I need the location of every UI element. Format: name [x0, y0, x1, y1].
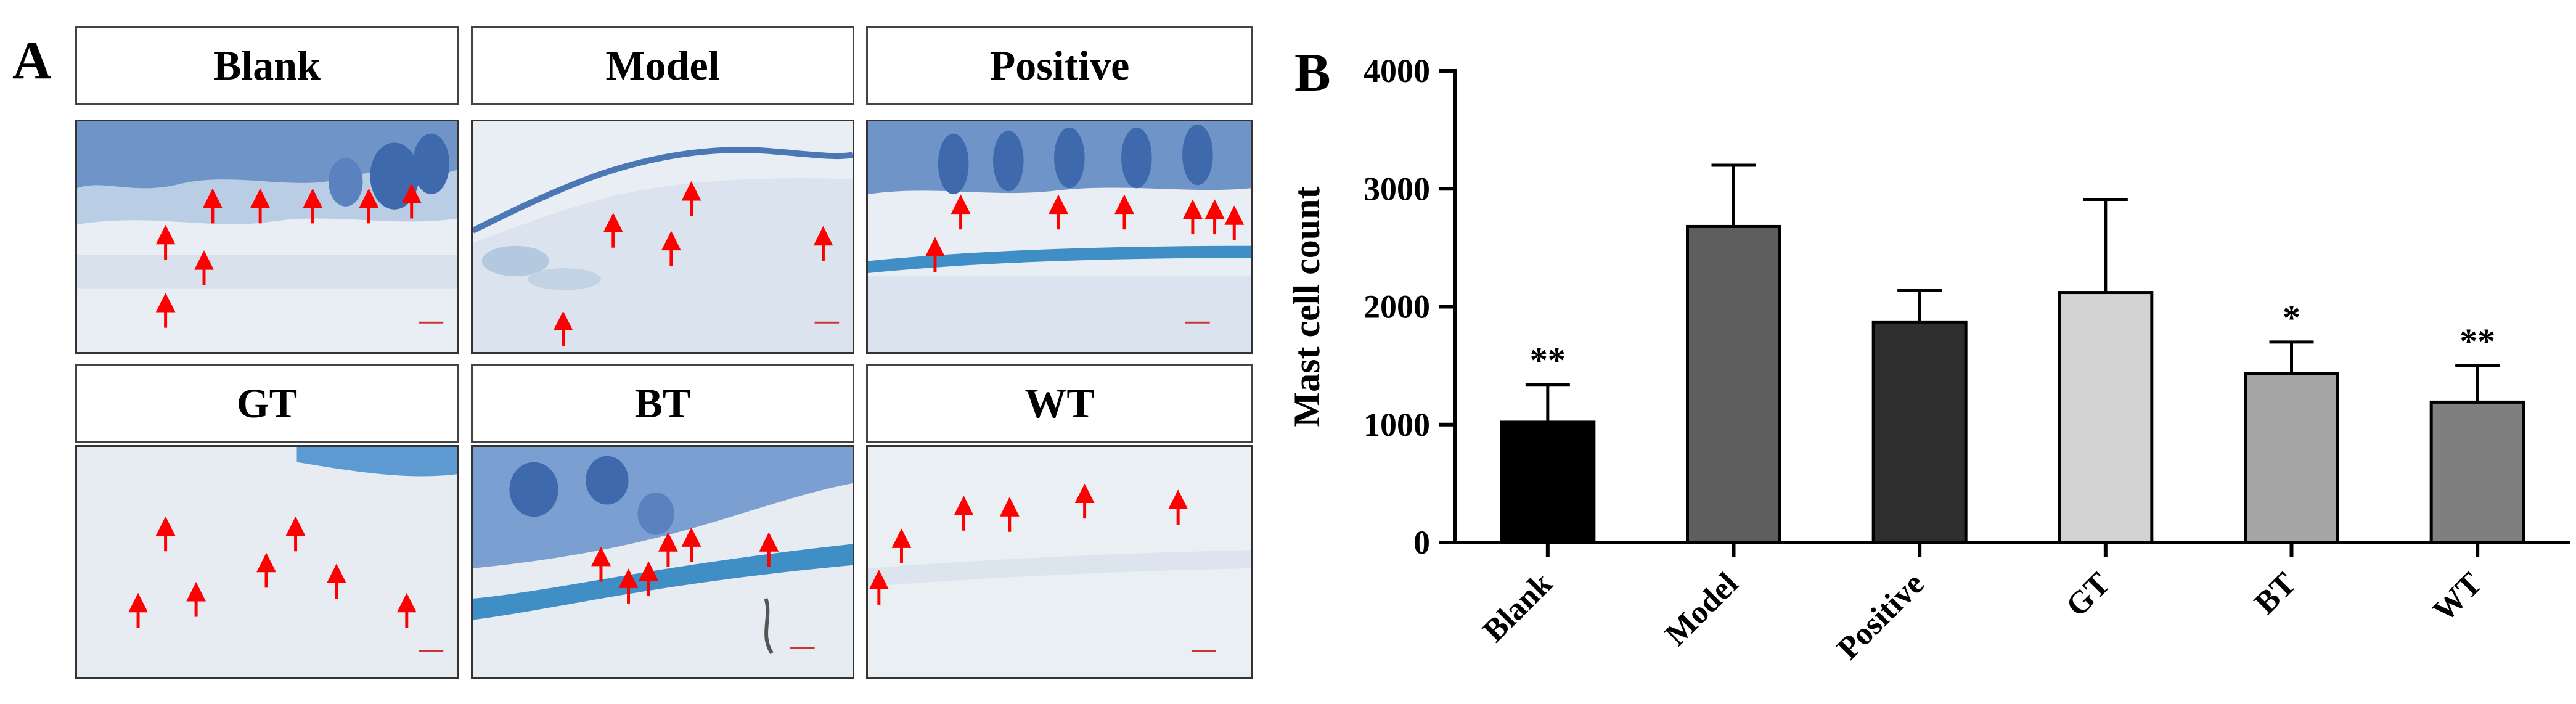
micrograph-model-image [473, 121, 853, 352]
bar-positive [1871, 320, 1968, 544]
y-tick-label: 4000 [1364, 52, 1430, 89]
y-tick-label: 2000 [1364, 289, 1430, 325]
image-label-blank: Blank [75, 26, 459, 105]
image-label-model: Model [471, 26, 854, 105]
y-tick-label: 0 [1413, 524, 1430, 561]
x-tick-label-model: Model [1659, 566, 1745, 652]
image-label-bt: BT [471, 364, 854, 443]
panel-a-letter: A [12, 31, 52, 91]
mast-cell-bar-chart: 0 1000 2000 3000 4000 Mast cell count ** Blank M… [1286, 52, 2570, 666]
micrograph-bt-image [473, 447, 853, 677]
significance-marker: ** [1530, 340, 1566, 380]
bar-gt [2058, 291, 2154, 544]
panel-a: A Blank Model Positive [0, 0, 1270, 704]
micrograph-blank [75, 120, 459, 354]
significance-marker: * [2283, 298, 2300, 338]
mast-cell-arrows [155, 183, 422, 328]
micrograph-blank-image [77, 121, 457, 352]
micrograph-positive [866, 120, 1253, 354]
x-tick-label-bt: BT [2248, 566, 2303, 621]
bar-blank [1500, 420, 1596, 544]
y-tick-label: 1000 [1364, 406, 1430, 443]
image-label-wt: WT [866, 364, 1253, 443]
micrograph-bt [471, 445, 854, 679]
significance-marker: ** [2459, 321, 2495, 361]
x-tick-label-gt: GT [2059, 566, 2117, 623]
y-tick-label: 3000 [1364, 170, 1430, 207]
micrograph-gt [75, 445, 459, 679]
bar-model [1686, 224, 1781, 544]
bar-wt [2429, 400, 2525, 544]
micrograph-gt-image [77, 447, 457, 677]
micrograph-model [471, 120, 854, 354]
micrograph-positive-image [868, 121, 1251, 352]
panel-b: B 0 1000 2000 3000 4000 Mast cell count ** Blan… [1270, 0, 2576, 704]
micrograph-wt-image [868, 447, 1251, 677]
bar-bt [2244, 372, 2339, 544]
x-tick-label-wt: WT [2426, 566, 2489, 629]
image-label-positive: Positive [866, 26, 1253, 105]
y-axis-title: Mast cell count [1286, 187, 1327, 427]
x-tick-label-blank: Blank [1476, 566, 1559, 649]
x-tick-label-positive: Positive [1831, 566, 1931, 666]
panel-b-letter: B [1294, 43, 1331, 103]
micrograph-wt [866, 445, 1253, 679]
image-label-gt: GT [75, 364, 459, 443]
